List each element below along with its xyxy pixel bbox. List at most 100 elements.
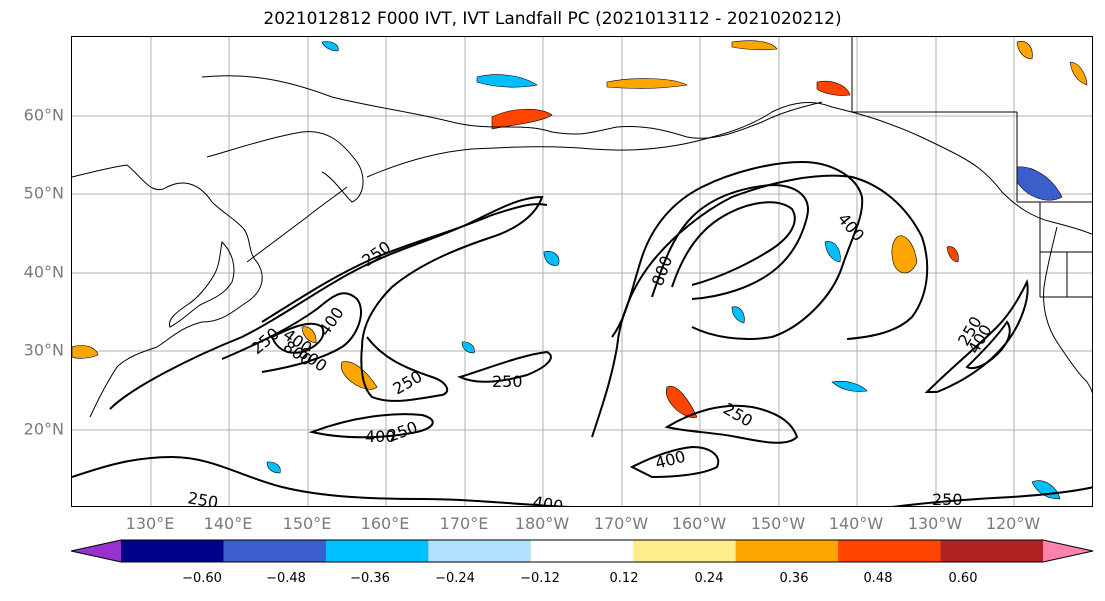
pc-positive-patch (1069, 61, 1088, 86)
lat-label-20n: 20°N (23, 419, 64, 439)
contour-label: 250 (492, 372, 523, 391)
pc-positive-patch (816, 80, 851, 96)
contour-250-north (261, 203, 548, 323)
border-us-states (1039, 202, 1092, 298)
lon-label-150w: 150°W (750, 514, 806, 533)
map-panel: 250 400 250 400 800 600 250 250 400 400 … (71, 36, 1093, 507)
pc-positive-patch (731, 40, 778, 51)
lon-label-140w: 140°W (828, 514, 884, 533)
contour-label: 400 (365, 427, 396, 446)
colorbar-tick: −0.36 (350, 571, 390, 586)
colorbar-segment (428, 540, 532, 562)
colorbar-tick: −0.24 (435, 571, 475, 586)
alaska-coastline (711, 102, 1092, 235)
kamchatka-coastline (206, 131, 364, 203)
contour-250-south-edge (72, 455, 573, 506)
colorbar-extend-high (1043, 540, 1093, 562)
colorbar-segment (223, 540, 327, 562)
contour-250-east-loop (591, 174, 929, 438)
colorbar-tick: −0.48 (266, 571, 306, 586)
lat-label-40n: 40°N (23, 262, 64, 282)
pc-negative-patch (543, 251, 560, 266)
pc-negative-patch (831, 380, 868, 392)
pc-positive-patch (891, 235, 918, 274)
map-canvas: 250 400 250 400 800 600 250 250 400 400 … (72, 37, 1092, 507)
siberia-coastline (201, 75, 823, 139)
contour-400-west (221, 292, 362, 373)
colorbar-segment (633, 540, 737, 562)
lat-label-50n: 50°N (23, 183, 64, 203)
lon-label-170e: 170°E (439, 514, 489, 533)
lat-label-60n: 60°N (23, 105, 64, 125)
pc-negative-patch (1031, 480, 1061, 500)
lon-label-160e: 160°E (360, 514, 410, 533)
lon-label-170w: 170°W (593, 514, 649, 533)
contour-label: 400 (315, 303, 348, 339)
pc-positive-patch (665, 385, 698, 418)
contour-label: 250 (720, 399, 756, 431)
colorbar-tick: 0.60 (948, 571, 978, 586)
pc-negative-patch (824, 241, 841, 263)
colorbar-segment (325, 540, 429, 562)
pc-negative-patch (731, 306, 745, 324)
lon-label-140e: 140°E (203, 514, 253, 533)
colorbar-segment (530, 540, 634, 562)
contour-label: 250 (247, 324, 283, 358)
kuril-chain (246, 186, 348, 263)
contour-400-coast (965, 320, 1011, 370)
lon-label-150e: 150°E (282, 514, 332, 533)
pc-positive-patch (606, 78, 688, 89)
colorbar-tick: −0.60 (182, 571, 222, 586)
colorbar-segments (70, 539, 1094, 563)
contour-250-west (109, 195, 544, 410)
lon-label-130e: 130°E (125, 514, 175, 533)
aleutian-chain (366, 136, 713, 178)
japan-outline (168, 240, 235, 328)
contour-250-midsouth (457, 350, 552, 383)
border-canada (851, 37, 1092, 203)
contour-label: 250 (390, 367, 426, 399)
us-west-coastline (1043, 226, 1092, 394)
contour-label: 800 (648, 253, 676, 288)
lon-label-120w: 120°W (985, 514, 1041, 533)
contour-250-coast (924, 278, 1029, 393)
contour-800-west (270, 322, 325, 354)
colorbar-tick: 0.48 (863, 571, 893, 586)
graticule (72, 37, 1092, 506)
contour-label: 400 (531, 492, 564, 507)
colorbar-segment (838, 540, 942, 562)
contour-250-se-corner (891, 486, 1092, 506)
pc-positive-patch (301, 326, 317, 344)
map-title: 2021012812 F000 IVT, IVT Landfall PC (20… (263, 9, 842, 29)
contour-250-south (308, 413, 434, 439)
contour-400-east (611, 160, 864, 340)
pc-positive-patch (946, 246, 959, 263)
colorbar-extend-low (71, 540, 121, 562)
contour-label: 250 (932, 490, 963, 507)
ivt-contours (72, 160, 1092, 506)
contour-250-hawaii (664, 404, 799, 444)
contour-label: 400 (834, 209, 868, 245)
contour-600-east (671, 201, 796, 288)
lon-label-180w: 180°W (514, 514, 570, 533)
pc-positive-patch (1016, 41, 1033, 60)
pc-negative-patch (476, 74, 538, 88)
contour-800-east (651, 183, 809, 300)
contour-label: 250 (186, 488, 219, 507)
pc-negative-patch (266, 461, 281, 474)
colorbar-segment (735, 540, 839, 562)
contour-label: 400 (653, 447, 687, 473)
lat-label-30n: 30°N (23, 340, 64, 360)
colorbar-tick: 0.12 (609, 571, 639, 586)
coastlines (72, 37, 1092, 418)
asia-coastline (72, 164, 263, 418)
contour-400-south (629, 445, 720, 479)
pc-positive-patch (72, 345, 99, 359)
pc-negative-patch (321, 41, 339, 52)
pc-negative-patch (1016, 166, 1063, 201)
colorbar-tick: 0.24 (694, 571, 724, 586)
pc-positive-patch (340, 361, 378, 390)
colorbar-tick: 0.36 (779, 571, 809, 586)
colorbar-segment (940, 540, 1044, 562)
pc-negative-patch (461, 341, 475, 354)
